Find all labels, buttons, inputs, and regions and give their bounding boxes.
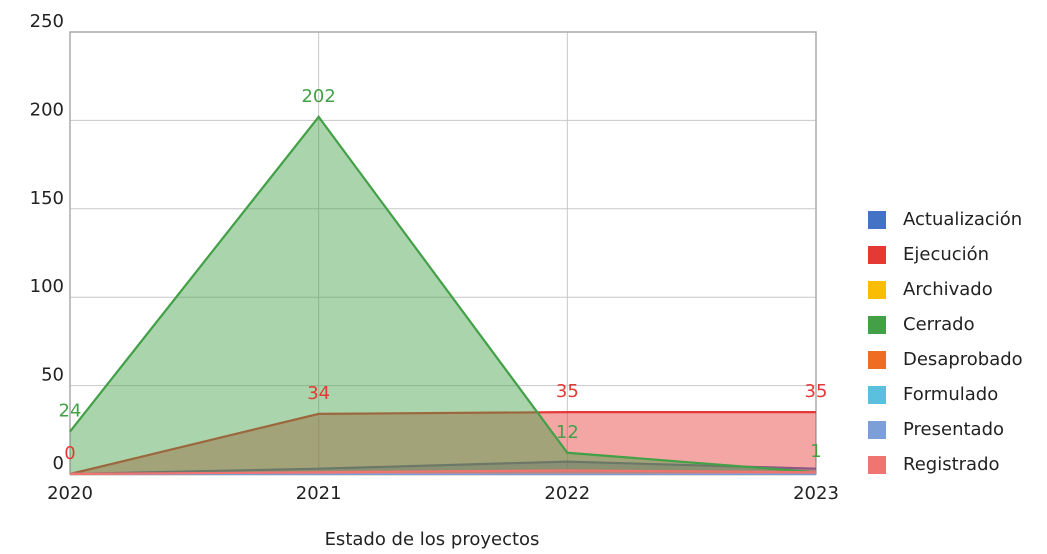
y-tick-label: 200 xyxy=(30,99,64,120)
line xyxy=(69,469,817,476)
legend-swatch xyxy=(868,421,886,439)
data-label: 1 xyxy=(810,441,821,462)
y-tick-label: 0 xyxy=(53,453,64,474)
data-label: 0 xyxy=(64,443,75,464)
legend-swatch xyxy=(868,316,886,334)
area xyxy=(70,116,816,474)
y-tick-label: 50 xyxy=(41,365,64,386)
legend-label: Registrado xyxy=(903,454,1000,475)
legend-label: Formulado xyxy=(903,384,998,405)
x-axis-label: Estado de los proyectos xyxy=(325,529,540,550)
x-tick-label: 2021 xyxy=(296,483,342,504)
line xyxy=(69,115,817,474)
data-label: 34 xyxy=(307,383,330,404)
y-tick-label: 250 xyxy=(30,11,64,32)
y-tick-label: 150 xyxy=(30,188,64,209)
legend-swatch xyxy=(868,281,886,299)
legend-label: Desaprobado xyxy=(903,349,1023,370)
data-label: 35 xyxy=(556,381,579,402)
x-tick-label: 2022 xyxy=(544,483,590,504)
legend-label: Archivado xyxy=(903,279,993,300)
x-tick-label: 2023 xyxy=(793,483,839,504)
legend-swatch xyxy=(868,211,886,229)
line xyxy=(69,411,816,476)
line xyxy=(69,460,817,476)
y-tick-label: 100 xyxy=(30,276,64,297)
legend-swatch xyxy=(868,456,886,474)
data-label: 24 xyxy=(59,401,82,422)
legend-label: Cerrado xyxy=(903,314,975,335)
data-label: 12 xyxy=(556,422,579,443)
x-tick-label: 2020 xyxy=(47,483,93,504)
legend-swatch xyxy=(868,386,886,404)
legend-label: Actualización xyxy=(903,209,1022,230)
legend-swatch xyxy=(868,351,886,369)
legend-label: Presentado xyxy=(903,419,1004,440)
legend-swatch xyxy=(868,246,886,264)
data-label: 202 xyxy=(301,86,335,107)
legend-label: Ejecución xyxy=(903,244,989,265)
data-label: 35 xyxy=(805,381,828,402)
